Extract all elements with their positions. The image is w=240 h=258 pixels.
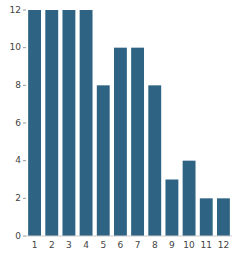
- bar: [80, 10, 93, 236]
- bar: [28, 10, 41, 236]
- y-tick-label: 8: [15, 80, 21, 90]
- x-tick-label: 8: [152, 240, 158, 250]
- bar: [148, 85, 161, 236]
- y-tick: [23, 198, 26, 199]
- bar: [62, 10, 75, 236]
- y-tick-label: 10: [10, 42, 22, 52]
- y-tick: [23, 160, 26, 161]
- x-tick-label: 12: [218, 240, 229, 250]
- y-tick: [23, 10, 26, 11]
- y-tick-label: 2: [15, 193, 21, 203]
- bar: [45, 10, 58, 236]
- y-tick-label: 6: [15, 118, 21, 128]
- x-axis-line: [26, 236, 232, 237]
- y-tick-label: 0: [15, 231, 21, 241]
- bar: [131, 48, 144, 236]
- x-tick-label: 7: [135, 240, 141, 250]
- y-tick-label: 4: [15, 155, 21, 165]
- bar: [217, 198, 230, 236]
- bar: [97, 85, 110, 236]
- x-tick-label: 1: [32, 240, 38, 250]
- bar: [200, 198, 213, 236]
- x-tick-label: 10: [183, 240, 195, 250]
- x-tick-label: 5: [100, 240, 106, 250]
- y-tick: [23, 123, 26, 124]
- y-tick-label: 12: [10, 5, 21, 15]
- x-tick-label: 6: [118, 240, 124, 250]
- y-axis: 0 2 4 6 8 10 12: [10, 5, 26, 241]
- y-tick: [23, 236, 26, 237]
- y-tick: [23, 47, 26, 48]
- x-axis: 123456789101112: [26, 236, 232, 250]
- x-tick-label: 4: [83, 240, 89, 250]
- x-tick-label: 9: [169, 240, 175, 250]
- bars: [28, 10, 230, 236]
- chart-container: 024681012123456789101112: [0, 0, 240, 258]
- bar: [165, 180, 178, 237]
- x-tick-label: 11: [201, 240, 212, 250]
- y-tick: [23, 85, 26, 86]
- x-tick-label: 2: [49, 240, 55, 250]
- bar: [114, 48, 127, 236]
- bar: [183, 161, 196, 236]
- x-tick-label: 3: [66, 240, 72, 250]
- chart: 024681012123456789101112: [0, 0, 240, 258]
